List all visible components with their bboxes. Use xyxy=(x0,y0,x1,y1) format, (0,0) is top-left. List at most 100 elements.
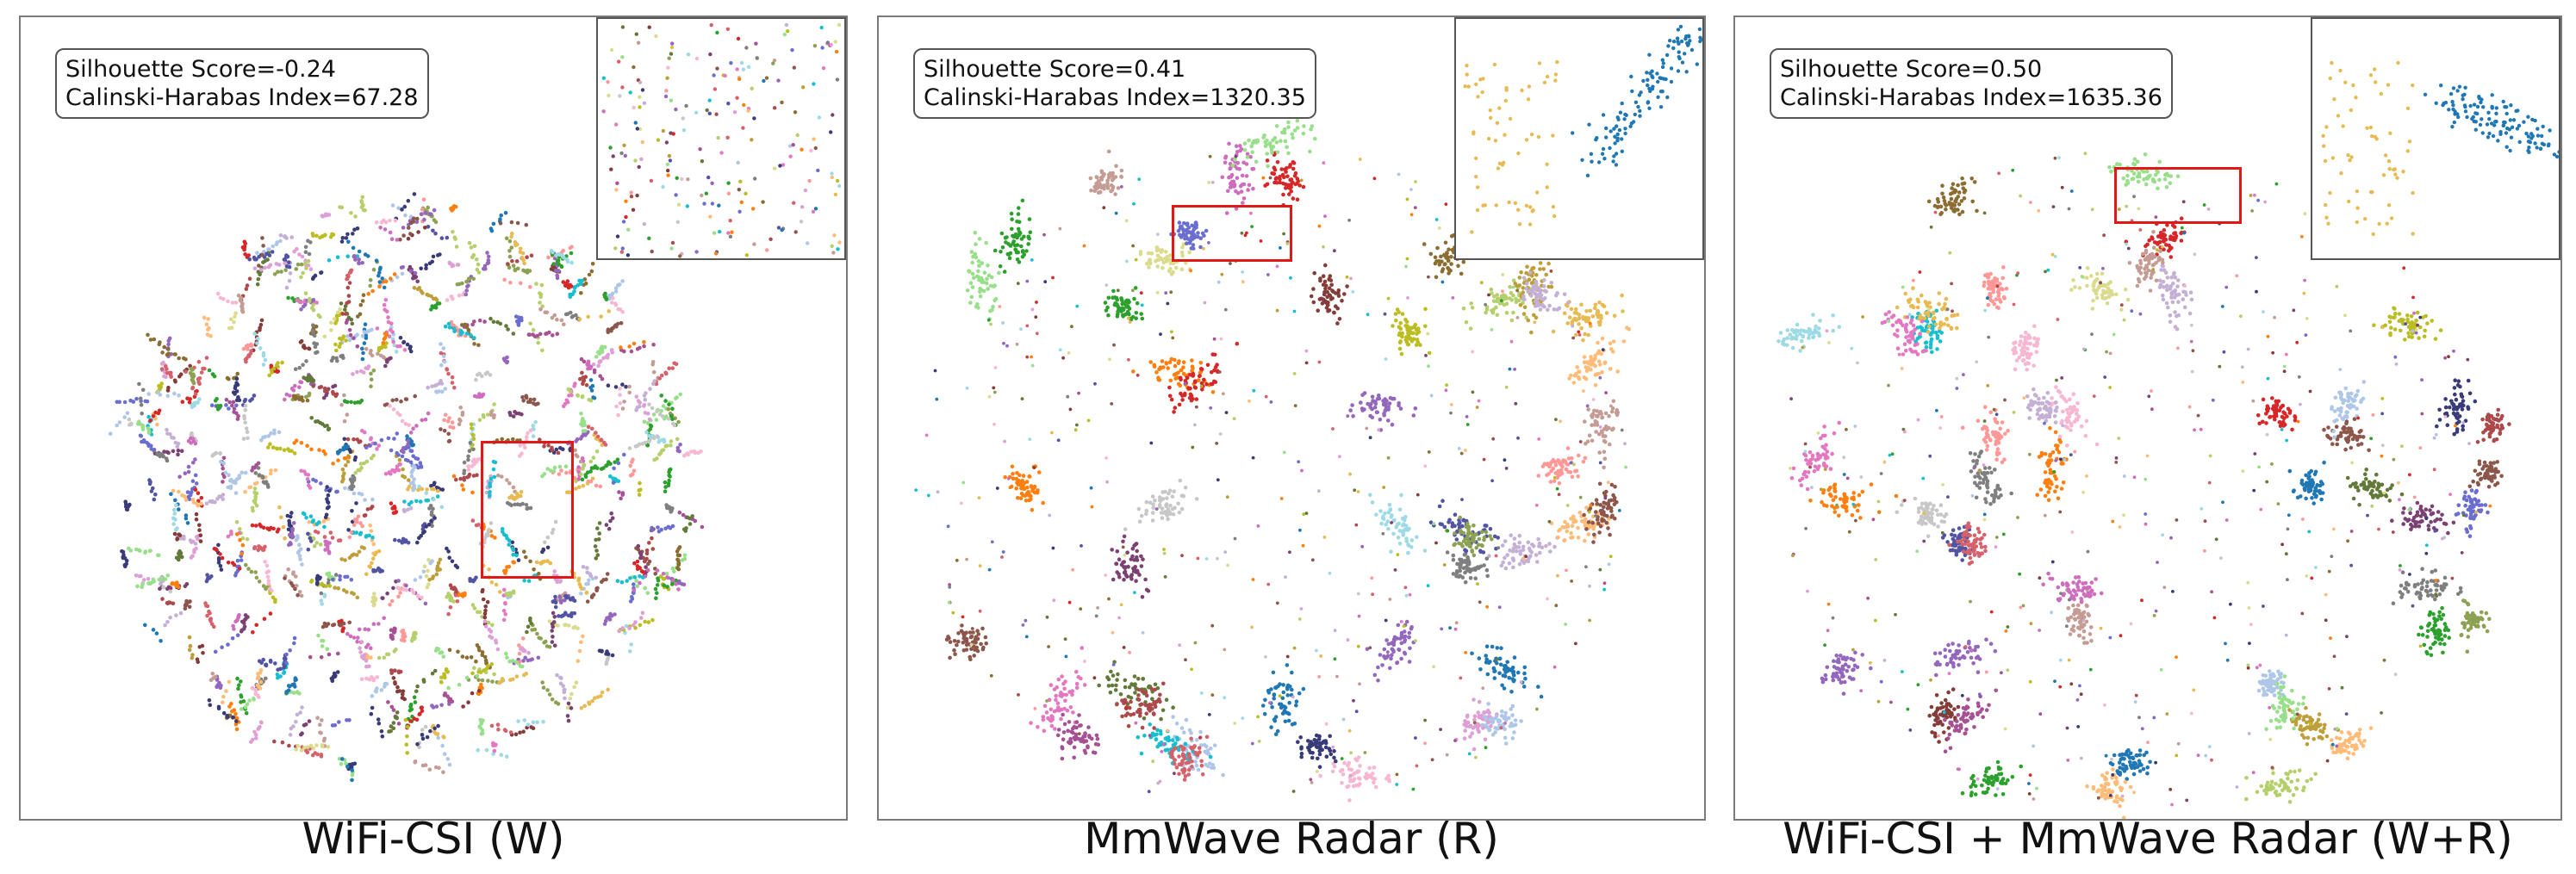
scatter-point xyxy=(624,384,628,389)
scatter-point xyxy=(1044,710,1049,715)
scatter-point xyxy=(388,230,393,235)
scatter-point xyxy=(704,191,708,195)
scatter-point xyxy=(1526,540,1531,545)
scatter-point xyxy=(241,346,246,351)
scatter-point xyxy=(732,110,737,115)
scatter-point xyxy=(637,488,641,493)
scatter-point xyxy=(829,130,833,134)
scatter-point xyxy=(1062,706,1067,711)
scatter-point xyxy=(979,642,983,647)
scatter-point xyxy=(663,443,669,449)
scatter-point xyxy=(439,378,443,383)
scatter-point xyxy=(395,344,400,349)
scatter-point xyxy=(603,291,607,296)
scatter-point xyxy=(426,411,431,416)
scatter-point xyxy=(528,559,532,564)
scatter-point xyxy=(258,322,264,327)
scatter-point xyxy=(311,518,316,523)
scatter-point xyxy=(638,105,642,109)
scatter-point xyxy=(400,418,405,424)
scatter-point xyxy=(342,456,347,461)
scatter-point xyxy=(604,295,608,301)
scatter-point xyxy=(961,648,967,653)
scatter-point xyxy=(976,306,980,310)
scatter-point xyxy=(296,534,300,538)
scatter-point xyxy=(1194,738,1199,742)
scatter-point xyxy=(661,128,665,133)
scatter-point xyxy=(1445,550,1450,555)
scatter-point xyxy=(221,466,225,471)
scatter-point xyxy=(641,575,645,580)
scatter-point xyxy=(129,422,134,427)
scatter-point xyxy=(588,459,594,464)
scatter-point xyxy=(622,452,626,457)
scatter-point xyxy=(204,322,209,327)
scatter-point xyxy=(642,394,647,398)
scatter-point xyxy=(1121,313,1125,318)
scatter-point xyxy=(653,586,658,592)
scatter-point xyxy=(198,539,203,543)
scatter-point xyxy=(117,400,121,405)
scatter-point xyxy=(1458,568,1462,573)
scatter-point xyxy=(1621,339,1627,344)
scatter-point xyxy=(638,550,643,555)
scatter-point xyxy=(1600,336,1605,341)
scatter-point xyxy=(357,261,361,266)
scatter-point xyxy=(447,438,452,443)
scatter-point xyxy=(405,434,409,438)
scatter-point xyxy=(168,432,172,437)
scatter-point xyxy=(617,490,621,494)
scatter-point xyxy=(476,689,482,693)
scatter-point xyxy=(1571,381,1577,385)
scatter-point xyxy=(645,421,650,425)
scatter-point xyxy=(408,349,414,354)
scatter-point xyxy=(348,332,353,338)
scatter-point xyxy=(377,270,382,275)
scatter-point xyxy=(1204,744,1209,749)
scatter-point xyxy=(990,307,994,313)
scatter-point xyxy=(264,663,269,668)
scatter-point xyxy=(1049,714,1054,718)
scatter-point xyxy=(402,204,408,209)
scatter-point xyxy=(975,636,980,642)
scatter-point xyxy=(974,242,978,246)
scatter-point xyxy=(246,615,250,619)
scatter-point xyxy=(266,581,271,586)
scatter-point xyxy=(339,239,345,244)
scatter-point xyxy=(464,331,470,336)
scatter-point xyxy=(650,406,655,411)
scatter-point xyxy=(746,108,750,113)
scatter-point xyxy=(389,635,394,640)
scatter-point xyxy=(500,677,505,681)
scatter-point xyxy=(1289,189,1293,194)
scatter-point xyxy=(562,404,566,409)
scatter-point xyxy=(149,489,154,493)
scatter-point xyxy=(655,434,659,438)
scatter-point xyxy=(213,649,218,654)
scatter-point xyxy=(304,376,309,381)
scatter-point xyxy=(557,262,561,266)
scatter-point xyxy=(382,616,387,621)
scatter-point xyxy=(320,639,326,643)
scatter-point xyxy=(644,565,648,569)
scatter-point xyxy=(345,631,350,636)
scatter-point xyxy=(605,572,610,576)
scatter-point xyxy=(283,576,287,580)
scatter-point xyxy=(401,233,406,238)
scatter-point xyxy=(389,448,394,453)
scatter-point xyxy=(563,623,568,627)
scatter-point xyxy=(307,719,312,723)
scatter-point xyxy=(480,678,485,683)
scatter-point xyxy=(424,263,429,268)
scatter-point xyxy=(1063,679,1067,684)
scatter-point xyxy=(345,285,351,290)
scatter-point xyxy=(511,332,516,336)
scatter-point xyxy=(433,765,439,770)
scatter-point xyxy=(352,336,356,341)
scatter-point xyxy=(742,102,746,108)
scatter-point xyxy=(258,679,264,685)
scatter-point xyxy=(393,218,398,223)
scatter-point xyxy=(588,469,593,474)
scatter-point xyxy=(969,647,974,651)
scatter-point xyxy=(161,454,165,459)
